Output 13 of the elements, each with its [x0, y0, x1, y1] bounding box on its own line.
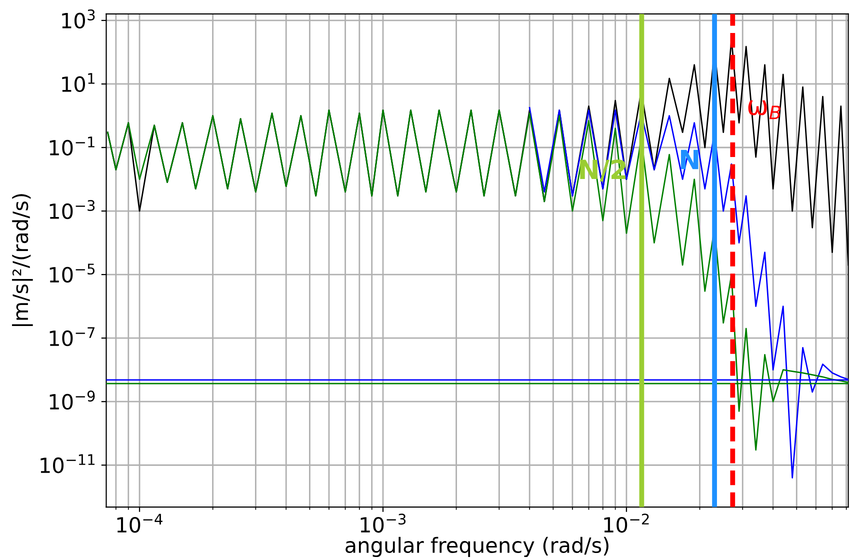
y-tick-label: 10$^{−3}$: [50, 200, 95, 220]
x-tick-label: 10$^{−4}$: [117, 514, 162, 533]
x-axis-title: angular frequency (rad/s): [346, 536, 608, 558]
y-tick-label: 10$^{−1}$: [50, 136, 94, 156]
y-tick-label: 10$^{−11}$: [40, 454, 95, 474]
y-tick-label: 10$^{1}$: [62, 73, 94, 92]
y-tick-label: 10$^{−9}$: [50, 390, 95, 410]
y-tick-label: 10$^{3}$: [62, 9, 95, 29]
y-tick-label: 10$^{−5}$: [50, 264, 95, 283]
y-tick-label: 10$^{−7}$: [50, 327, 95, 346]
x-tick-label: 10$^{−3}$: [360, 514, 406, 533]
y-axis-title: |m/s|²/(rad/s): [12, 194, 33, 326]
x-tick-label: 10$^{−2}$: [604, 514, 649, 533]
